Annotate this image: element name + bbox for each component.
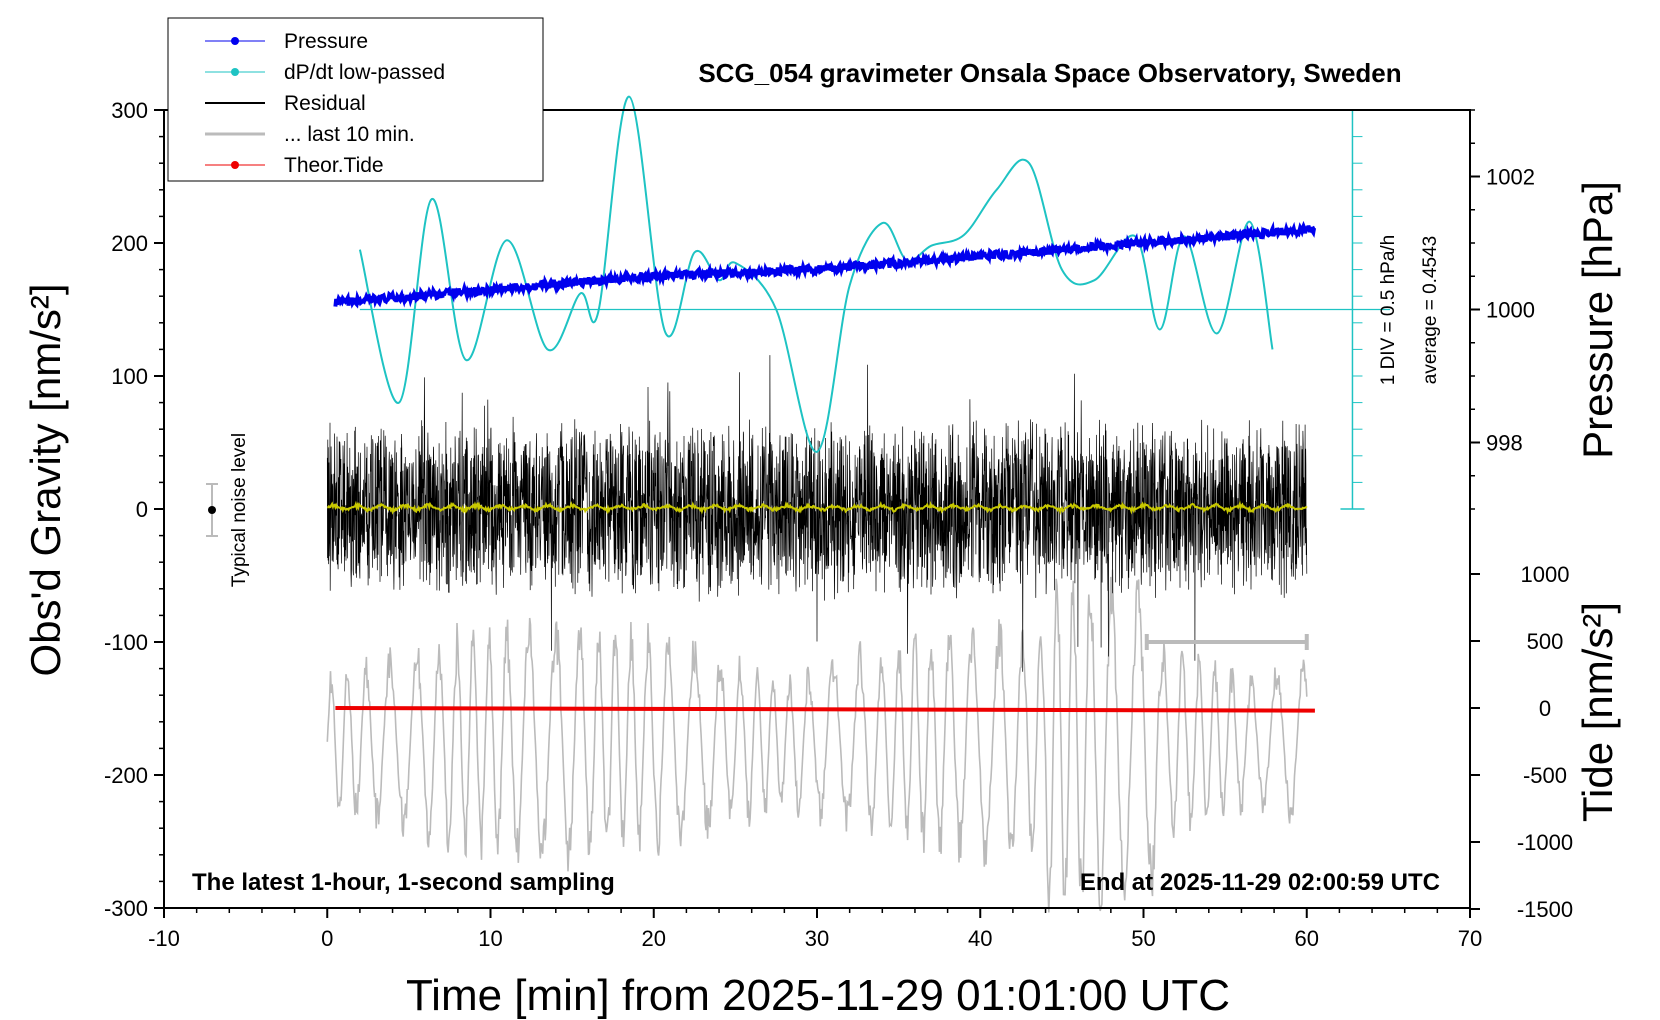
annotation-div: 1 DIV = 0.5 hPa/h (1378, 235, 1399, 386)
legend-marker-pressure (231, 37, 239, 45)
data-layer (326, 95, 1390, 913)
p-tick-label-0: 1002 (1486, 165, 1535, 190)
t-tick-label-4: -1000 (1517, 830, 1573, 855)
p-tick-label-2: 998 (1486, 431, 1523, 456)
x-tick-label-8: 70 (1458, 926, 1482, 951)
y-axis-label-left: Obs'd Gravity [nm/s²] (22, 283, 69, 676)
tide-series (335, 706, 1315, 713)
y-tick-label-3: 0 (136, 497, 148, 522)
legend-label-last10: ... last 10 min. (284, 123, 415, 146)
legend: Pressure dP/dt low-passed Residual ... last… (167, 17, 544, 182)
t-tick-label-1: 500 (1527, 629, 1564, 654)
x-axis-label: Time [min] from 2025-11-29 01:01:00 UTC (406, 971, 1230, 1020)
annotation-average: average = 0.4543 (1420, 236, 1441, 384)
x-tick-label-4: 30 (805, 926, 829, 951)
x-tick-label-7: 60 (1295, 926, 1319, 951)
chart-title: SCG_054 gravimeter Onsala Space Observat… (698, 58, 1401, 88)
y-tick-label-1: 200 (111, 231, 148, 256)
noise-level-marker (206, 483, 218, 537)
y-tick-label-2: 100 (111, 364, 148, 389)
t-tick-label-5: -1500 (1517, 897, 1573, 922)
x-tick-label-0: -10 (148, 926, 180, 951)
x-tick-label-2: 10 (478, 926, 502, 951)
legend-label-pressure: Pressure (284, 30, 368, 53)
annotation-noise: Typical noise level (229, 433, 250, 587)
y-tick-label-0: 300 (111, 98, 148, 123)
legend-label-tide: Theor.Tide (284, 154, 384, 177)
y-axis-label-tide: Tide [nm/s²] (1574, 602, 1621, 822)
x-tick-label-5: 40 (968, 926, 992, 951)
t-tick-label-2: 0 (1539, 696, 1551, 721)
t-tick-label-0: 1000 (1521, 562, 1570, 587)
y-axis-tide: 1000 500 0 -500 -1000 -1500 (1470, 562, 1573, 922)
y-tick-label-5: -200 (104, 763, 148, 788)
y-axis-left: 300 200 100 0 -100 -200 -300 (104, 98, 164, 921)
dpdt-series (358, 95, 1274, 453)
legend-label-dpdt: dP/dt low-passed (284, 61, 445, 84)
x-tick-label-6: 50 (1131, 926, 1155, 951)
residual-smooth-series (326, 500, 1308, 516)
pressure-series (333, 220, 1317, 309)
annotation-sampling: The latest 1-hour, 1-second sampling (192, 869, 615, 896)
legend-label-residual: Residual (284, 92, 366, 115)
y-axis-pressure: 1002 1000 998 (1470, 109, 1535, 510)
annotation-end-time: End at 2025-11-29 02:00:59 UTC (1080, 869, 1440, 896)
p-tick-label-1: 1000 (1486, 298, 1535, 323)
x-tick-label-3: 20 (642, 926, 666, 951)
legend-marker-tide (231, 161, 239, 169)
y-tick-label-4: -100 (104, 630, 148, 655)
legend-box (167, 17, 544, 182)
y-axis-label-pressure: Pressure [hPa] (1574, 181, 1621, 459)
legend-marker-dpdt (231, 68, 239, 76)
last10-series (326, 569, 1308, 913)
y-tick-label-6: -300 (104, 896, 148, 921)
x-tick-label-1: 0 (321, 926, 333, 951)
residual-series (326, 355, 1308, 672)
x-axis: -10 0 10 20 30 40 50 60 70 (148, 908, 1482, 951)
tide-layer (335, 634, 1315, 713)
t-tick-label-3: -500 (1523, 763, 1567, 788)
